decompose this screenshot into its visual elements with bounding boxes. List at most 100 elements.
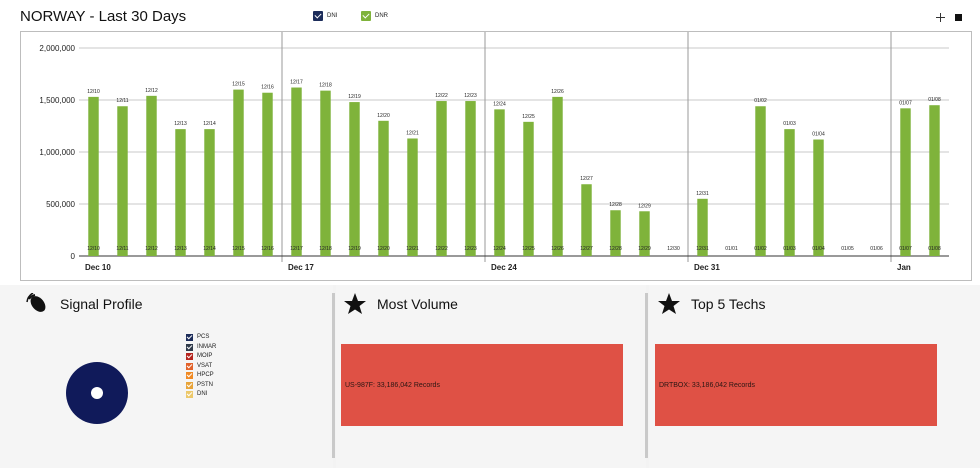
checkbox-icon[interactable]: [186, 372, 193, 380]
chart-panel: NORWAY - Last 30 Days DNI DNR 0 500,000 1,…: [0, 0, 980, 285]
x-tick-label: 12/20: [377, 246, 390, 252]
x-tick-label: 01/06: [870, 246, 883, 252]
legend-item-pstn[interactable]: PSTN: [186, 381, 216, 391]
bar-value-label: 01/03: [783, 121, 796, 127]
data-bar: [610, 210, 621, 256]
bar-value-label: 12/27: [580, 176, 593, 182]
data-bar: [900, 108, 911, 256]
bar-value-label: 12/19: [348, 94, 361, 100]
data-bar: [784, 129, 795, 256]
legend-item-hpcp[interactable]: HPCP: [186, 371, 216, 381]
panel-divider: [332, 293, 335, 458]
signal-donut-chart: [66, 362, 128, 424]
legend-item-inmar[interactable]: INMAR: [186, 343, 216, 353]
x-tick-label: 12/26: [551, 246, 564, 252]
bar-value-label: 01/08: [928, 97, 941, 103]
x-tick-label: 12/14: [203, 246, 216, 252]
legend-item-dnr[interactable]: DNR: [361, 11, 388, 21]
square-icon[interactable]: [955, 14, 962, 21]
legend-label: DNI: [197, 391, 208, 397]
x-tick-label: 12/22: [435, 246, 448, 252]
bar-value-label: 12/26: [551, 89, 564, 95]
legend-label: PCS: [197, 334, 210, 340]
checkbox-icon[interactable]: [186, 343, 193, 351]
bar-value-label: 12/31: [696, 191, 709, 197]
bar-value-label: 12/12: [145, 88, 158, 94]
x-tick-label: 12/17: [290, 246, 303, 252]
x-tick-label: 01/07: [899, 246, 912, 252]
checkbox-icon[interactable]: [186, 381, 193, 389]
x-tick-label: 12/23: [464, 246, 477, 252]
bar-value-label: 12/10: [87, 89, 100, 95]
data-bar: [407, 138, 418, 256]
star-icon: [344, 293, 366, 314]
data-bar: [465, 101, 476, 256]
star-icon: [658, 293, 680, 314]
bar-value-label: 12/24: [493, 101, 506, 107]
x-tick-label: 12/12: [145, 246, 158, 252]
x-major-label: Dec 24: [491, 263, 517, 272]
legend-label: MOIP: [197, 353, 213, 359]
x-tick-label: 12/29: [638, 246, 651, 252]
checkbox-icon[interactable]: [313, 11, 323, 21]
data-bar: [146, 95, 157, 256]
bar-value-label: 12/20: [377, 113, 390, 119]
data-bar: [320, 90, 331, 256]
x-tick-label: 01/01: [725, 246, 738, 252]
crosshair-icon[interactable]: [936, 13, 945, 22]
data-bar: [233, 89, 244, 256]
data-bar: [929, 105, 940, 256]
top-techs-record-text: DRTBOX: 33,186,042 Records: [659, 381, 755, 389]
legend-item-vsat[interactable]: VSAT: [186, 362, 216, 372]
bar-value-label: 12/11: [116, 98, 128, 104]
checkbox-icon[interactable]: [361, 11, 371, 21]
most-volume-record[interactable]: US-987F: 33,186,042 Records: [341, 344, 623, 426]
checkbox-icon[interactable]: [186, 353, 193, 361]
top-techs-record[interactable]: DRTBOX: 33,186,042 Records: [655, 344, 937, 426]
x-tick-label: 12/24: [493, 246, 506, 252]
legend-item-dni[interactable]: DNI: [313, 11, 337, 21]
x-tick-label: 12/21: [406, 246, 419, 252]
legend-item-moip[interactable]: MOIP: [186, 352, 216, 362]
x-tick-label: 12/15: [232, 246, 245, 252]
x-tick-label: 12/11: [116, 246, 128, 252]
x-tick-label: 12/27: [580, 246, 593, 252]
checkbox-icon[interactable]: [186, 334, 193, 342]
data-bar: [523, 121, 534, 256]
legend-item-dni[interactable]: DNI: [186, 390, 216, 400]
data-bar: [639, 211, 650, 256]
checkbox-icon[interactable]: [186, 362, 193, 370]
data-bar: [175, 129, 186, 256]
x-tick-label: 12/16: [261, 246, 274, 252]
legend-label: HPCP: [197, 372, 214, 378]
x-tick-label: 01/03: [783, 246, 796, 252]
bar-value-label: 12/14: [203, 121, 216, 127]
panel-divider: [645, 293, 648, 458]
bar-value-label: 12/25: [522, 114, 535, 120]
data-bar: [88, 96, 99, 256]
y-tick-label: 2,000,000: [39, 44, 75, 53]
signal-legend: PCS INMAR MOIP VSAT HPCP PSTN DNI: [186, 333, 216, 400]
bar-value-label: 12/17: [290, 80, 303, 86]
data-bar: [494, 109, 505, 256]
satellite-icon: [26, 293, 46, 312]
data-bar: [581, 184, 592, 256]
x-tick-label: 12/31: [696, 246, 709, 252]
x-tick-label: 12/30: [667, 246, 680, 252]
y-tick-label: 0: [71, 252, 76, 261]
page-title: NORWAY - Last 30 Days: [20, 8, 187, 25]
bar-value-label: 01/07: [899, 100, 912, 106]
data-bar: [378, 120, 389, 256]
x-tick-label: 12/28: [609, 246, 622, 252]
data-bar: [552, 96, 563, 256]
legend-item-pcs[interactable]: PCS: [186, 333, 216, 343]
x-tick-label: 01/04: [812, 246, 825, 252]
legend-label: INMAR: [197, 343, 217, 350]
bar-value-label: 01/04: [812, 132, 825, 138]
data-bar: [262, 92, 273, 256]
data-bar: [204, 129, 215, 256]
checkbox-icon[interactable]: [186, 391, 193, 399]
legend-label: DNI: [327, 13, 338, 19]
bar-value-label: 12/29: [638, 203, 651, 209]
bar-value-label: 12/21: [406, 130, 419, 136]
